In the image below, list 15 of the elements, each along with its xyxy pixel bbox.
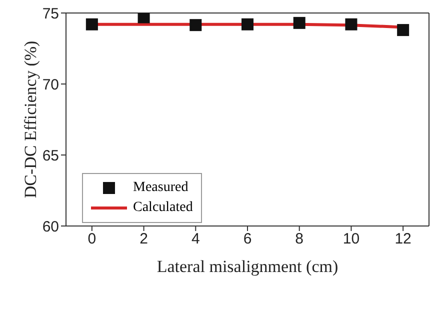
x-tick-label: 8 (295, 230, 304, 248)
x-tick-label: 0 (88, 230, 96, 248)
y-tick-label: 65 (42, 147, 59, 164)
y-tick-label: 70 (42, 76, 59, 94)
y-axis-title: DC-DC Efficiency (%) (21, 40, 40, 198)
x-tick-label: 12 (394, 230, 412, 248)
legend-label: Measured (133, 180, 188, 196)
y-tick-label: 75 (42, 5, 59, 22)
x-tick-label: 4 (191, 230, 200, 248)
x-tick-label: 6 (243, 230, 252, 248)
x-tick-label: 2 (140, 230, 148, 248)
legend-label: Calculated (133, 200, 193, 216)
x-axis-title: Lateral misalignment (cm) (156, 257, 338, 276)
y-tick-label: 60 (42, 218, 59, 236)
x-tick-label: 10 (342, 230, 360, 248)
